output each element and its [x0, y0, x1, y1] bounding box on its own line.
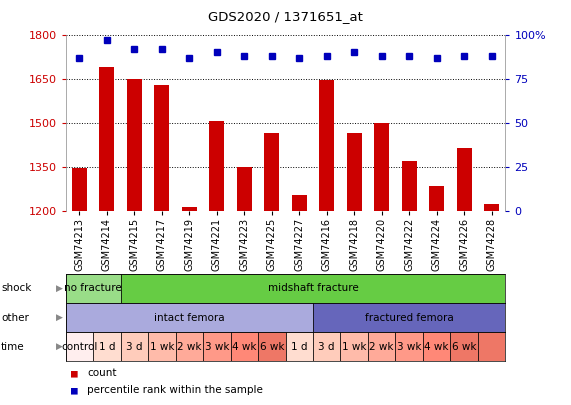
- Bar: [99, 67, 114, 211]
- Text: 2 wk: 2 wk: [369, 342, 394, 352]
- Text: ■: ■: [71, 385, 78, 395]
- Text: 1 d: 1 d: [291, 342, 308, 352]
- Bar: [127, 79, 142, 211]
- Text: 1 d: 1 d: [99, 342, 115, 352]
- Bar: [286, 332, 313, 361]
- Text: 2 wk: 2 wk: [177, 342, 202, 352]
- Bar: [72, 168, 87, 211]
- Text: 3 wk: 3 wk: [204, 342, 229, 352]
- Bar: [292, 195, 307, 211]
- Bar: [66, 274, 120, 303]
- Bar: [313, 332, 340, 361]
- Bar: [264, 133, 279, 211]
- Text: 3 wk: 3 wk: [397, 342, 421, 352]
- Bar: [313, 303, 505, 332]
- Bar: [93, 332, 120, 361]
- Text: 3 d: 3 d: [126, 342, 143, 352]
- Bar: [66, 332, 93, 361]
- Bar: [176, 332, 203, 361]
- Text: shock: shock: [1, 284, 31, 293]
- Text: midshaft fracture: midshaft fracture: [268, 284, 359, 293]
- Bar: [203, 332, 231, 361]
- Bar: [451, 332, 478, 361]
- Bar: [347, 133, 362, 211]
- Text: control: control: [61, 342, 98, 352]
- Text: 4 wk: 4 wk: [232, 342, 256, 352]
- Bar: [368, 332, 395, 361]
- Text: ▶: ▶: [56, 342, 63, 351]
- Text: count: count: [87, 368, 117, 378]
- Text: percentile rank within the sample: percentile rank within the sample: [87, 385, 263, 395]
- Text: 1 wk: 1 wk: [150, 342, 174, 352]
- Bar: [429, 186, 444, 211]
- Text: 1 wk: 1 wk: [342, 342, 367, 352]
- Bar: [457, 148, 472, 211]
- Text: ▶: ▶: [56, 284, 63, 293]
- Bar: [182, 207, 197, 211]
- Bar: [478, 332, 505, 361]
- Text: ■: ■: [71, 368, 78, 378]
- Text: 4 wk: 4 wk: [424, 342, 449, 352]
- Bar: [148, 332, 176, 361]
- Bar: [120, 274, 505, 303]
- Text: fractured femora: fractured femora: [365, 313, 453, 322]
- Text: GDS2020 / 1371651_at: GDS2020 / 1371651_at: [208, 10, 363, 23]
- Text: intact femora: intact femora: [154, 313, 224, 322]
- Text: ▶: ▶: [56, 313, 63, 322]
- Text: no fracture: no fracture: [65, 284, 122, 293]
- Bar: [237, 167, 252, 211]
- Text: other: other: [1, 313, 29, 322]
- Bar: [258, 332, 286, 361]
- Bar: [120, 332, 148, 361]
- Bar: [154, 85, 170, 211]
- Bar: [340, 332, 368, 361]
- Bar: [401, 161, 417, 211]
- Bar: [395, 332, 423, 361]
- Text: 3 d: 3 d: [319, 342, 335, 352]
- Bar: [319, 80, 334, 211]
- Bar: [231, 332, 258, 361]
- Text: 6 wk: 6 wk: [452, 342, 476, 352]
- Bar: [484, 204, 499, 211]
- Bar: [374, 123, 389, 211]
- Bar: [66, 303, 313, 332]
- Bar: [423, 332, 451, 361]
- Text: time: time: [1, 342, 25, 352]
- Bar: [209, 122, 224, 211]
- Text: 6 wk: 6 wk: [259, 342, 284, 352]
